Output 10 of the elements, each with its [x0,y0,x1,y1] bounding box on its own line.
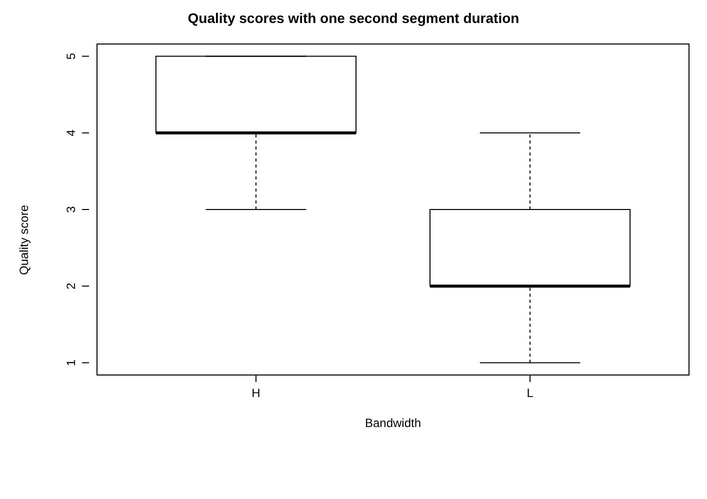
chart-title: Quality scores with one second segment duration [186,10,520,26]
y-tick-label: 4 [64,129,78,136]
y-tick-label: 2 [64,282,78,290]
y-tick-label: 5 [64,52,78,60]
x-tick-label: L [526,386,534,400]
y-tick-label: 3 [64,206,78,213]
x-axis-title: Bandwidth [364,416,422,430]
x-tick-label: H [252,386,260,400]
y-tick-label: 1 [64,359,78,366]
y-axis-title: Quality score [17,204,31,276]
